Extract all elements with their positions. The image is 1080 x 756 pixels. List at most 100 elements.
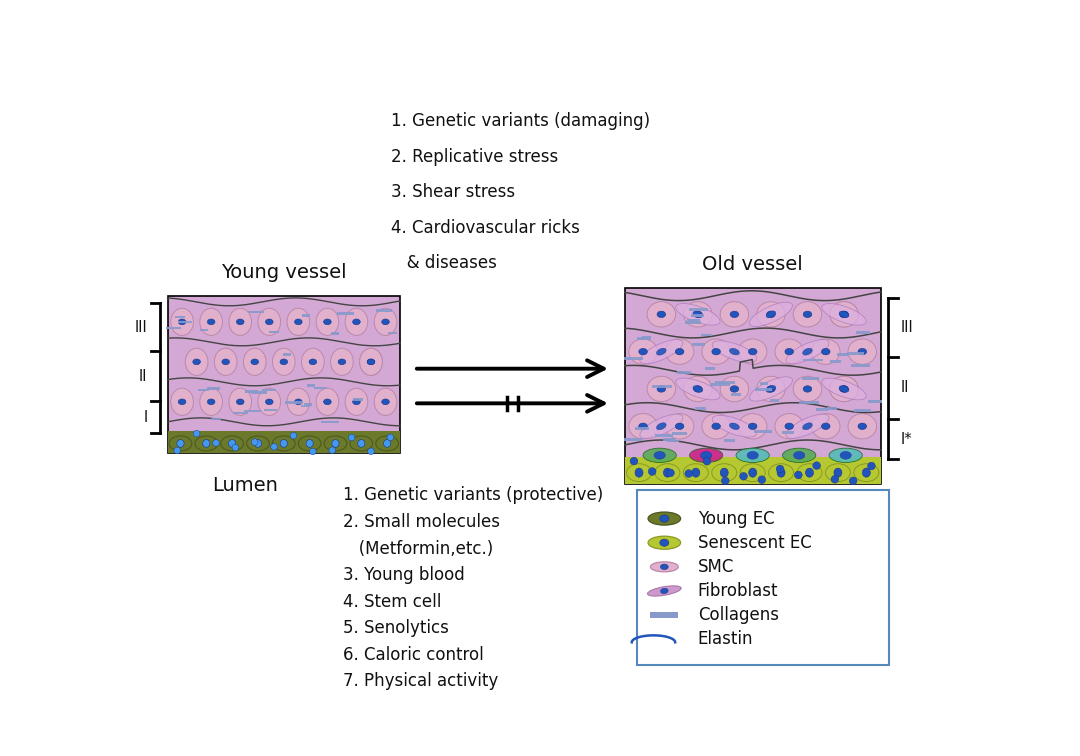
Ellipse shape (685, 469, 692, 477)
Bar (692, 343, 705, 346)
Ellipse shape (638, 423, 647, 429)
Ellipse shape (693, 311, 702, 318)
Ellipse shape (266, 319, 273, 324)
Ellipse shape (324, 436, 347, 451)
Ellipse shape (748, 468, 757, 477)
Ellipse shape (750, 302, 793, 327)
Ellipse shape (287, 308, 310, 336)
Ellipse shape (840, 311, 848, 318)
Ellipse shape (822, 303, 866, 325)
Text: II: II (901, 380, 909, 395)
Ellipse shape (643, 448, 676, 463)
Ellipse shape (246, 436, 269, 451)
Ellipse shape (171, 389, 193, 415)
Ellipse shape (229, 389, 252, 415)
Bar (211, 418, 221, 420)
Ellipse shape (214, 349, 237, 376)
Ellipse shape (629, 414, 658, 439)
Ellipse shape (367, 359, 375, 364)
Ellipse shape (360, 349, 382, 376)
Ellipse shape (657, 349, 666, 355)
Bar (337, 312, 354, 314)
Ellipse shape (802, 349, 812, 355)
Ellipse shape (170, 436, 192, 451)
Bar (353, 398, 363, 401)
Ellipse shape (829, 376, 859, 401)
Bar (232, 412, 247, 414)
Ellipse shape (740, 463, 765, 482)
Ellipse shape (740, 472, 747, 480)
Ellipse shape (171, 308, 193, 336)
Ellipse shape (258, 308, 281, 336)
Text: 2. Replicative stress: 2. Replicative stress (391, 147, 558, 166)
Ellipse shape (663, 468, 672, 477)
Ellipse shape (291, 432, 297, 439)
Ellipse shape (648, 512, 680, 525)
Ellipse shape (178, 319, 186, 324)
Ellipse shape (255, 439, 261, 448)
Ellipse shape (858, 423, 866, 429)
Ellipse shape (367, 359, 375, 364)
Bar (829, 361, 841, 364)
Ellipse shape (381, 399, 389, 404)
Ellipse shape (806, 468, 813, 477)
Ellipse shape (730, 311, 739, 318)
Ellipse shape (767, 311, 775, 318)
Ellipse shape (213, 440, 219, 446)
Ellipse shape (829, 376, 859, 401)
Ellipse shape (684, 302, 712, 327)
Ellipse shape (360, 349, 382, 376)
Bar (265, 409, 276, 411)
Ellipse shape (271, 444, 278, 450)
Bar (856, 331, 869, 334)
Bar (677, 371, 691, 374)
Text: Collagens: Collagens (698, 606, 779, 624)
Ellipse shape (374, 308, 396, 336)
Ellipse shape (712, 349, 720, 355)
Ellipse shape (750, 376, 793, 401)
Text: 1. Genetic variants (damaging): 1. Genetic variants (damaging) (391, 113, 650, 130)
Bar (650, 612, 678, 618)
Ellipse shape (661, 588, 669, 593)
Ellipse shape (811, 339, 840, 364)
Ellipse shape (748, 423, 757, 429)
Ellipse shape (200, 389, 222, 415)
Bar (635, 427, 649, 430)
Ellipse shape (840, 451, 851, 459)
Bar (685, 321, 701, 324)
Ellipse shape (280, 359, 287, 364)
Ellipse shape (693, 386, 703, 392)
Ellipse shape (848, 414, 877, 439)
Ellipse shape (298, 436, 321, 451)
Ellipse shape (766, 386, 775, 392)
Ellipse shape (767, 386, 775, 392)
Bar (701, 333, 712, 336)
Ellipse shape (374, 389, 396, 415)
Ellipse shape (666, 469, 674, 477)
Text: III: III (901, 320, 914, 335)
Ellipse shape (720, 376, 748, 401)
Bar (731, 393, 741, 396)
Ellipse shape (675, 349, 684, 355)
Ellipse shape (692, 468, 700, 477)
Bar (816, 408, 828, 411)
Ellipse shape (794, 451, 805, 459)
Ellipse shape (684, 463, 708, 482)
Ellipse shape (237, 399, 244, 404)
Ellipse shape (203, 439, 210, 448)
Ellipse shape (316, 308, 339, 336)
Bar (624, 438, 642, 441)
Ellipse shape (721, 477, 729, 485)
Ellipse shape (251, 359, 258, 364)
Ellipse shape (729, 349, 740, 355)
Ellipse shape (831, 476, 839, 483)
Bar (245, 390, 258, 392)
Ellipse shape (629, 339, 658, 364)
Bar (269, 330, 279, 333)
Bar (652, 385, 672, 388)
Ellipse shape (200, 308, 222, 336)
Ellipse shape (825, 463, 850, 482)
Ellipse shape (272, 349, 295, 376)
Ellipse shape (797, 463, 822, 482)
Ellipse shape (822, 378, 866, 400)
